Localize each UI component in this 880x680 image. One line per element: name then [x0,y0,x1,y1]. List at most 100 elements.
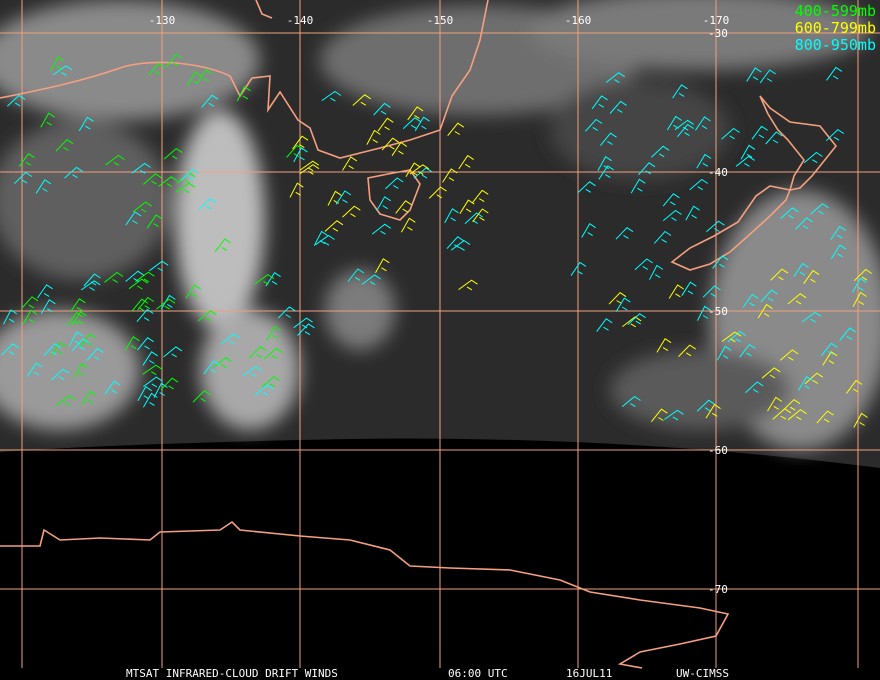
wind-barb [459,199,475,214]
wind-barb [66,312,83,326]
wind-barb [158,176,178,188]
wind-barb [163,147,183,160]
wind-barb [407,106,424,121]
wind-barb [214,238,232,253]
longitude-label: -160 [565,14,592,27]
wind-barb [630,178,646,194]
wind-barb [822,351,838,366]
wind-barb [705,403,721,419]
wind-barb [706,220,725,233]
wind-barb [43,343,62,356]
wind-barb [3,309,18,325]
wind-barb [137,385,152,401]
wind-barb [40,112,55,128]
wind-barb [662,193,680,207]
wind-barb [852,277,867,293]
wind-barb [787,293,807,305]
coastlines [0,0,838,669]
wind-barb [395,200,412,214]
wind-barb [721,127,740,140]
wind-barb [609,100,627,114]
wind-barb [695,116,711,131]
wind-barb [804,372,824,385]
wind-barb [739,343,756,358]
antarctica-coast [0,520,730,669]
wind-barb [137,296,155,311]
wind-barb [26,362,43,377]
longitude-label: -140 [287,14,314,27]
wind-barb [761,367,781,379]
wind-barb [6,94,26,107]
wind-barb [735,155,755,167]
wind-barb [779,349,799,361]
wind-barb [212,357,233,369]
cloud [550,80,730,180]
wind-barb [324,220,344,232]
wind-barb [104,271,124,283]
wind-barb [149,260,169,272]
wind-barb [143,376,163,388]
wind-barb [767,396,783,412]
wind-barb [746,67,762,82]
clouds [0,0,880,450]
wind-barb [71,338,90,352]
wind-barb [299,160,320,172]
wind-barb [147,62,165,76]
cloud [175,110,265,330]
tasmania [367,169,421,221]
wind-barb [371,223,392,235]
wind-barb [18,153,35,167]
latitude-label: -30 [708,27,728,40]
wind-barb [458,279,478,291]
wind-barb [185,284,201,299]
wind-barb [52,65,73,76]
footer-text: 06:00 UTC [448,667,508,680]
wind-barb [820,342,838,357]
wind-barb [366,129,381,145]
footer-text: 16JUL11 [566,667,612,680]
wind-barb [347,268,365,282]
wind-barb [50,56,65,72]
wind-barb [591,95,608,110]
wind-barb [853,412,868,428]
wind-barb [801,311,822,323]
wind-barb [653,230,672,244]
wind-barb [124,336,140,351]
wind-barb [186,71,202,87]
wind-barb [651,408,668,423]
wind-barb [577,181,596,194]
wind-barb [712,255,729,269]
wind-barb [83,273,101,287]
wind-barb [839,327,857,341]
longitude-label: -130 [149,14,176,27]
wind-barb [600,132,617,146]
wind-barb [381,137,399,151]
wind-barb [400,217,416,233]
wind-barb [242,366,262,377]
wind-barb [198,197,217,211]
legend-entry: 800-950mb [795,36,876,54]
wind-barb [236,85,251,102]
wind-barb [716,345,732,361]
wind-barb [50,341,67,356]
wind-barb [742,293,759,308]
wind-barb [128,278,149,290]
wind-barb [765,131,783,145]
wind-barb [677,123,694,138]
wind-barb [745,381,764,394]
wind-barb [196,69,213,84]
cloud [0,310,140,430]
wind-barb [55,139,74,152]
wind-barb [852,291,867,307]
wind-barb [846,379,863,394]
wind-barb [597,155,612,171]
wind-barb [361,274,381,286]
wind-barb [442,168,458,183]
wind-barb [664,409,684,421]
wind-barb [299,164,320,175]
wind-barb [220,333,240,345]
wind-barb [352,94,371,106]
wind-barb [830,244,847,259]
